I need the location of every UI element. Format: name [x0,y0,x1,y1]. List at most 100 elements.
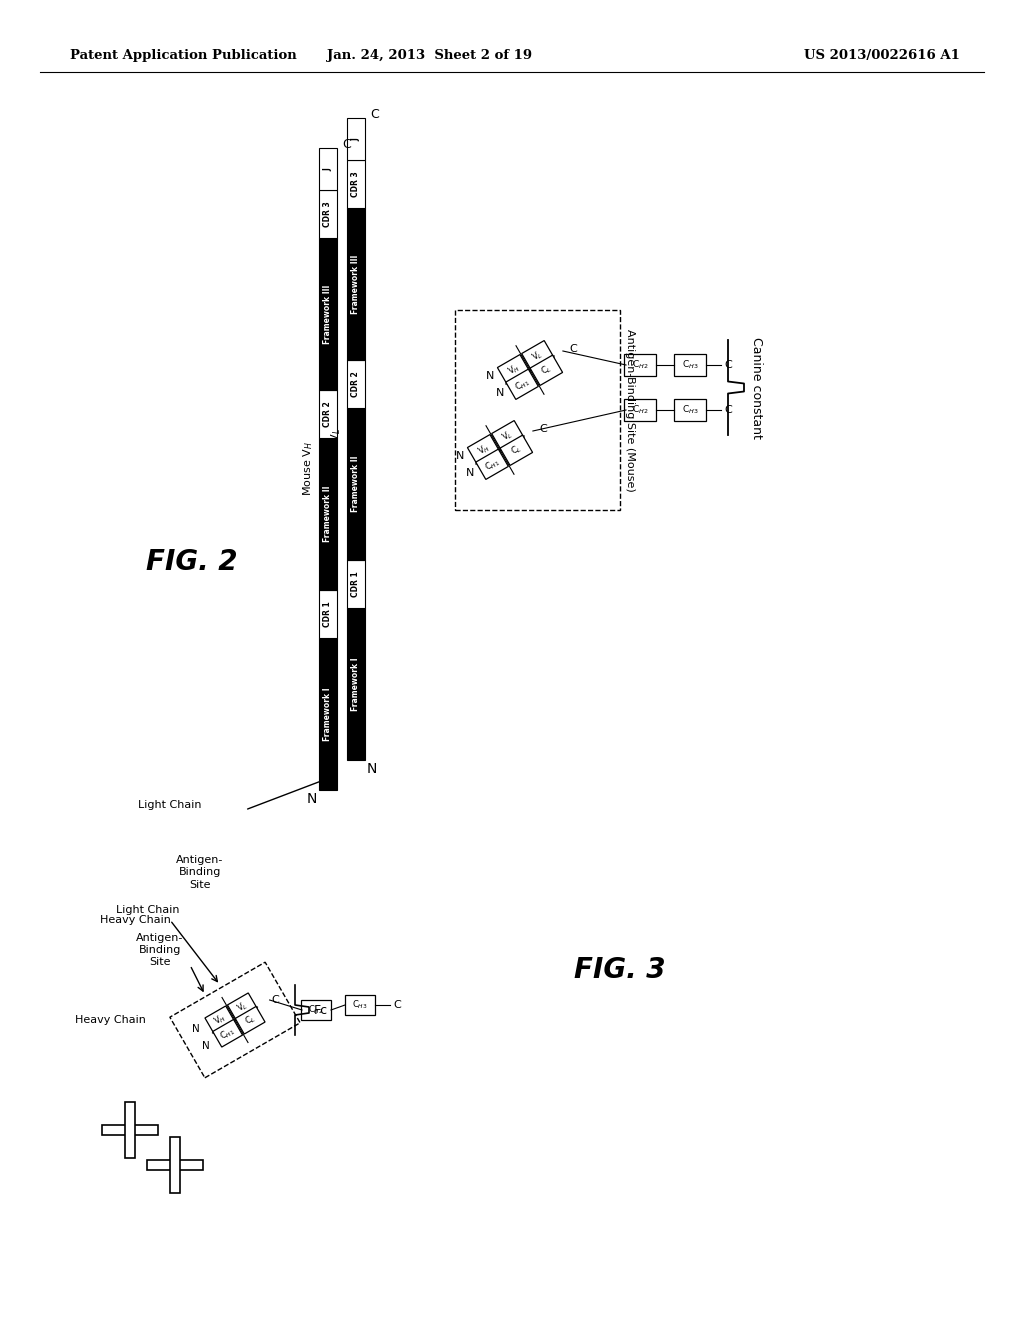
Text: US 2013/0022616 A1: US 2013/0022616 A1 [804,49,961,62]
Text: Mouse V$_L$: Mouse V$_L$ [329,428,343,480]
Bar [506,370,539,400]
Bar [347,607,365,760]
Bar [674,399,706,421]
Bar [170,962,300,1078]
Text: N: N [485,371,494,381]
Text: V$_L$: V$_L$ [234,999,250,1015]
Text: N: N [456,451,464,461]
Text: Antigen-Binding Site (Mouse): Antigen-Binding Site (Mouse) [625,329,635,491]
Text: C: C [724,405,732,414]
Text: C$_{H3}$: C$_{H3}$ [352,999,368,1011]
Bar [319,438,337,590]
Text: Heavy Chain: Heavy Chain [100,915,171,925]
Bar [319,238,337,391]
Bar [227,993,257,1020]
Bar [125,1102,135,1158]
Text: V$_H$: V$_H$ [212,1011,228,1028]
Bar [102,1125,158,1135]
Text: N: N [367,762,377,776]
Text: CDR 3: CDR 3 [351,172,360,197]
Text: Framework II: Framework II [351,455,360,512]
Text: C$_{H1}$: C$_{H1}$ [512,375,531,393]
Text: V$_H$: V$_H$ [505,362,522,378]
Bar [347,560,365,607]
Bar [498,355,530,385]
Text: C: C [724,360,732,370]
Text: Light Chain: Light Chain [117,906,180,915]
Text: FIG. 2: FIG. 2 [146,548,238,576]
Text: FIG. 3: FIG. 3 [574,956,666,983]
Text: C$_L$: C$_L$ [539,362,554,379]
Text: N: N [496,388,504,399]
Bar [500,436,532,466]
Bar [345,995,375,1015]
Text: N: N [465,469,474,478]
Text: Mouse V$_H$: Mouse V$_H$ [301,441,315,496]
Text: C$_{H2}$: C$_{H2}$ [632,359,648,371]
Bar [147,1160,203,1170]
Text: Heavy Chain: Heavy Chain [75,1015,145,1026]
Bar [213,1019,243,1047]
Text: N: N [202,1041,210,1051]
Text: C: C [540,424,547,434]
Text: C: C [342,137,351,150]
Text: Jan. 24, 2013  Sheet 2 of 19: Jan. 24, 2013 Sheet 2 of 19 [328,49,532,62]
Bar [492,421,524,451]
Text: C$_{H3}$: C$_{H3}$ [682,404,698,416]
Text: C: C [393,1001,400,1010]
Text: C: C [271,995,280,1005]
Text: CDR 2: CDR 2 [324,401,333,426]
Bar [319,638,337,789]
Text: C: C [569,345,578,354]
Text: V$_L$: V$_L$ [530,347,546,364]
Text: V$_L$: V$_L$ [500,428,516,444]
Text: C$_{H1}$: C$_{H1}$ [218,1024,238,1043]
Bar [319,391,337,438]
Text: N: N [307,792,317,807]
Text: V$_H$: V$_H$ [475,441,493,458]
Bar [347,408,365,560]
Bar [319,590,337,638]
Bar [521,341,554,371]
Text: C$_L$: C$_L$ [509,442,524,458]
Text: C: C [370,107,379,120]
Text: C$_{H2}$: C$_{H2}$ [632,404,648,416]
Text: Framework III: Framework III [351,255,360,314]
Text: N: N [193,1023,200,1034]
Bar [347,117,365,160]
Text: Framework I: Framework I [324,686,333,741]
Text: C$_L$: C$_L$ [243,1012,258,1028]
Text: Fc: Fc [314,1003,328,1016]
Bar [347,360,365,408]
Bar [624,399,656,421]
Text: J: J [324,168,333,170]
Text: C$_{H3}$: C$_{H3}$ [682,359,698,371]
Text: CDR 3: CDR 3 [324,201,333,227]
Bar [170,1137,180,1193]
Bar [319,190,337,238]
Text: CDR 2: CDR 2 [351,371,360,397]
Text: Patent Application Publication: Patent Application Publication [70,49,297,62]
Text: Framework III: Framework III [324,284,333,343]
Bar [455,310,620,510]
Text: Framework I: Framework I [351,657,360,710]
Text: Canine constant: Canine constant [750,337,763,438]
Text: C$_{H2}$: C$_{H2}$ [308,1003,324,1016]
Bar [476,449,508,479]
Text: Framework II: Framework II [324,486,333,543]
Bar [205,1006,234,1034]
Text: CDR 1: CDR 1 [324,601,333,627]
Bar [347,160,365,207]
Text: C$_{H1}$: C$_{H1}$ [482,455,502,474]
Bar [467,434,500,465]
Bar [674,354,706,376]
Text: J: J [351,137,360,141]
Text: Light Chain: Light Chain [138,800,202,810]
Bar [530,355,562,385]
Bar [347,207,365,360]
Bar [624,354,656,376]
Bar [236,1006,265,1034]
Bar [319,148,337,190]
Text: Antigen-
Binding
Site: Antigen- Binding Site [176,855,223,890]
Text: CDR 1: CDR 1 [351,572,360,597]
